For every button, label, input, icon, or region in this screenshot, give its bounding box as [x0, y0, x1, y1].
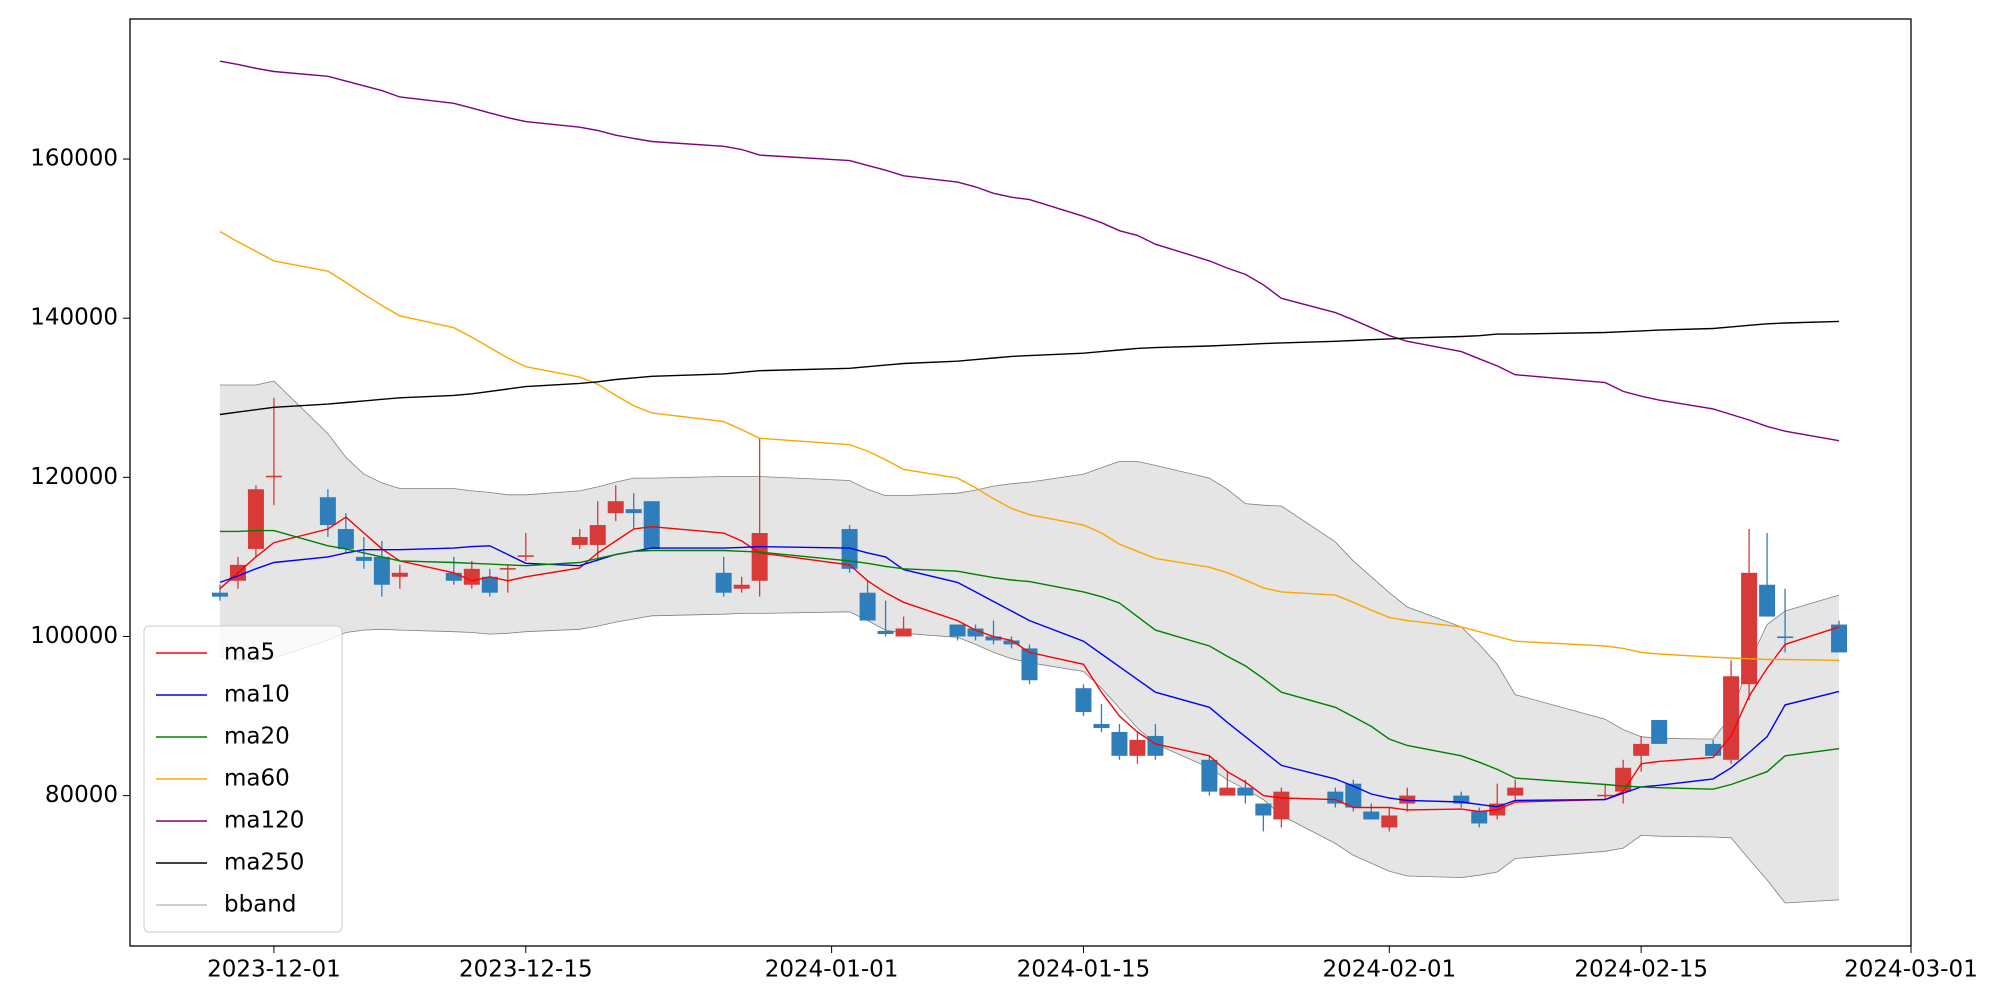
candle-body	[1219, 787, 1236, 796]
y-tick-label: 80000	[45, 782, 118, 808]
x-tick-label: 2024-02-15	[1574, 957, 1708, 983]
bband-lower	[219, 611, 1840, 904]
y-tick-label: 140000	[30, 305, 118, 331]
candle-body	[949, 624, 966, 637]
ma-line	[219, 320, 1840, 416]
legend-label: bband	[224, 892, 296, 918]
candle-body	[499, 568, 516, 570]
candle-body	[319, 497, 336, 526]
candle-body	[607, 501, 624, 514]
candle-body	[643, 501, 660, 549]
candle-body	[1597, 794, 1614, 797]
candle-body	[445, 572, 462, 581]
ma-line	[219, 545, 1840, 808]
candle-body	[715, 572, 732, 593]
candle-body	[463, 568, 480, 585]
candle-body	[391, 572, 408, 577]
legend-box	[143, 625, 343, 933]
candle-body	[625, 509, 642, 514]
candle-body	[733, 584, 750, 589]
candle-body	[877, 630, 894, 635]
ma-line	[219, 529, 1840, 790]
candle-body	[1111, 731, 1128, 756]
candle-body	[895, 628, 912, 637]
candle-body	[859, 592, 876, 621]
bband-upper	[219, 380, 1840, 740]
legend-label: ma5	[224, 640, 275, 666]
candle-body	[1237, 787, 1254, 796]
candle-body	[481, 576, 498, 593]
candle-body	[373, 556, 390, 585]
plot-frame	[129, 18, 1912, 947]
y-tick-label: 100000	[30, 623, 118, 649]
x-tick-label: 2023-12-01	[207, 957, 341, 983]
candle-body	[265, 475, 282, 478]
legend-label: ma120	[224, 808, 304, 834]
candle-body	[751, 533, 768, 581]
candle-body	[1129, 739, 1146, 756]
candle-body	[337, 529, 354, 549]
candle-body	[1777, 636, 1794, 639]
candle-body	[1003, 640, 1020, 645]
x-tick-label: 2024-03-01	[1844, 957, 1978, 983]
candle-body	[247, 489, 264, 549]
legend-label: ma60	[224, 766, 290, 792]
candle-body	[1633, 743, 1650, 756]
candle-body	[1345, 783, 1362, 808]
candle-body	[1507, 787, 1524, 796]
y-tick-label: 120000	[30, 464, 118, 490]
candle-body	[1147, 735, 1164, 756]
candle-body	[1201, 759, 1218, 792]
y-tick-label: 160000	[30, 146, 118, 172]
candle-body	[517, 555, 534, 557]
candle-body	[1363, 811, 1380, 820]
candle-body	[1705, 743, 1722, 756]
candle-body	[1273, 791, 1290, 820]
candle-body	[1255, 803, 1272, 816]
x-tick-label: 2024-01-01	[765, 957, 899, 983]
candle-body	[841, 529, 858, 569]
candle-body	[985, 636, 1002, 641]
ma-line	[219, 60, 1840, 442]
candle-body	[1831, 624, 1848, 653]
candle-body	[1471, 811, 1488, 824]
x-tick-label: 2024-01-15	[1017, 957, 1151, 983]
candle-body	[1759, 584, 1776, 617]
plot	[211, 60, 1848, 904]
ma-line	[219, 230, 1840, 661]
candle-body	[1075, 688, 1092, 713]
candle-body	[1615, 767, 1632, 792]
ma-line	[219, 516, 1840, 813]
candle-body	[1021, 648, 1038, 681]
legend-label: ma10	[224, 682, 290, 708]
candle-body	[1399, 795, 1416, 804]
candle-body	[967, 628, 984, 637]
candle-body	[211, 592, 228, 597]
candle-body	[1741, 572, 1758, 685]
candle-body	[1093, 723, 1110, 728]
candle-body	[1327, 791, 1344, 804]
x-tick-label: 2024-02-01	[1322, 957, 1456, 983]
candle-body	[571, 537, 588, 545]
candle-body	[589, 525, 606, 545]
candle-body	[355, 556, 372, 561]
candle-body	[1651, 720, 1668, 744]
candle-body	[1723, 676, 1740, 760]
legend-label: ma250	[224, 850, 304, 876]
x-tick-label: 2023-12-15	[459, 957, 593, 983]
legend-label: ma20	[224, 724, 290, 750]
candle-body	[1453, 795, 1470, 804]
bband-area	[219, 381, 1839, 903]
candle-body	[1381, 815, 1398, 828]
